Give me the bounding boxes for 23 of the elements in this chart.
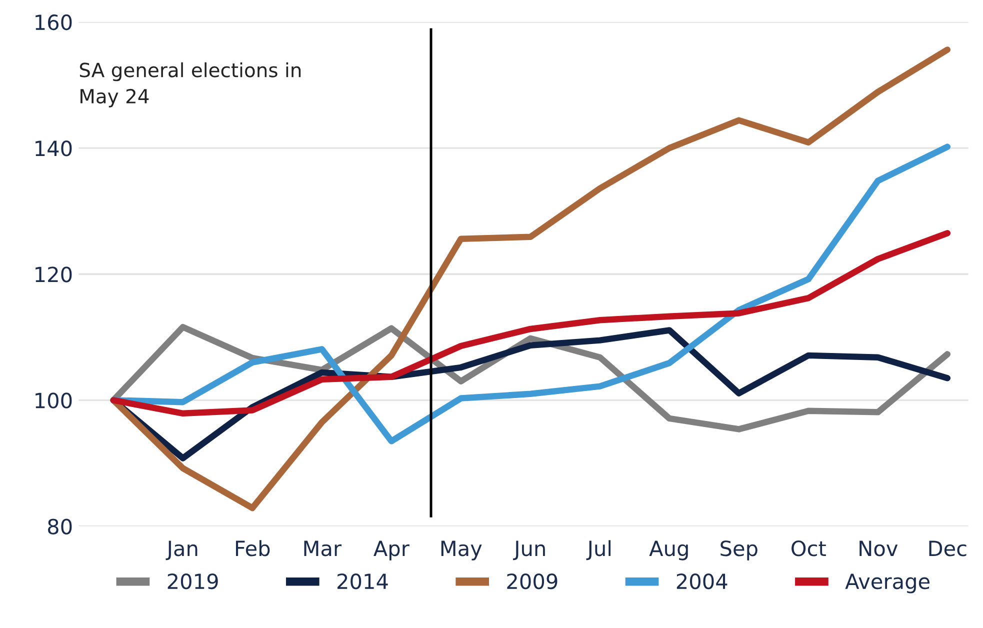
x-tick-label: Jul (586, 540, 611, 560)
x-tick-label: Oct (792, 540, 826, 556)
x-tick-label: Jan (166, 540, 198, 560)
x-tick-label: Sep (720, 540, 758, 560)
x-tick-label: May (441, 540, 482, 560)
x-tick-label: Nov (860, 540, 898, 556)
legend-label: Average (845, 574, 930, 594)
x-tick-label: Jun (513, 540, 545, 560)
x-tick-label: Mar (304, 540, 342, 556)
y-tick-label: 120 (36, 266, 72, 282)
legend-label: 2009 (507, 573, 558, 590)
x-tick-label: Dec (929, 540, 966, 556)
y-tick-label: 160 (36, 14, 72, 30)
y-tick-label: 80 (48, 518, 72, 534)
legend-label: 2014 (338, 573, 388, 590)
annotation: SA general elections in May 24 (80, 62, 301, 108)
legend-label: 2004 (676, 573, 728, 590)
x-tick-label: Aug (649, 540, 688, 560)
y-tick-label: 140 (36, 140, 72, 156)
y-tick-label: 100 (36, 392, 72, 408)
legend-label: 2019 (168, 573, 218, 590)
x-tick-label: Feb (236, 540, 270, 556)
x-tick-label: Apr (374, 540, 410, 560)
